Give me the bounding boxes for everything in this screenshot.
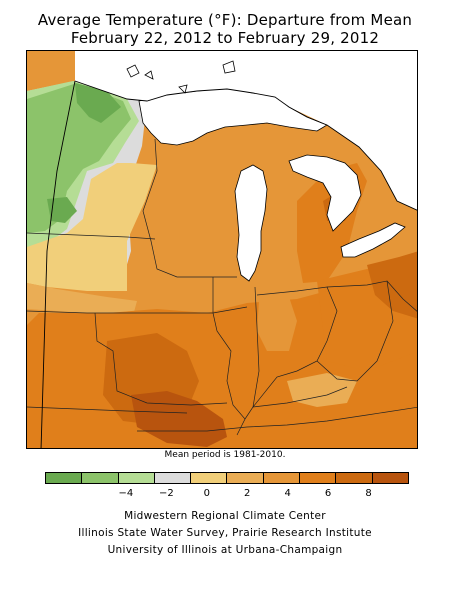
legend-tick-label: −4 bbox=[118, 488, 134, 499]
legend-swatch bbox=[300, 473, 337, 483]
zone-cool-2-northwest bbox=[27, 83, 131, 233]
credit-uiuc: University of Illinois at Urbana-Champai… bbox=[107, 544, 343, 556]
state-boundaries bbox=[27, 138, 417, 436]
map-canvas bbox=[27, 51, 417, 448]
legend-swatch bbox=[372, 473, 408, 483]
legend-tick-label: 6 bbox=[324, 488, 332, 499]
legend-swatch bbox=[263, 473, 301, 483]
legend-tick-label: 8 bbox=[365, 488, 372, 499]
zone-warm-5-ohio-east bbox=[367, 251, 417, 319]
legend-tick-labels: −4 −2 0 2 4 6 8 bbox=[45, 484, 409, 504]
map-title: Average Temperature (°F): Departure from… bbox=[37, 11, 413, 29]
legend-swatch bbox=[336, 473, 373, 483]
legend-tick-label: 2 bbox=[244, 488, 251, 499]
legend-tick-label: 4 bbox=[284, 488, 291, 499]
zone-warm-1-upper-plains bbox=[27, 163, 157, 291]
color-legend bbox=[45, 472, 409, 484]
shoreline bbox=[40, 80, 417, 448]
legend-tick-label: −2 bbox=[158, 488, 174, 499]
zone-cool-3-minnesota-west bbox=[47, 197, 77, 223]
lake-islands bbox=[126, 60, 236, 94]
legend-swatch bbox=[118, 473, 155, 483]
zone-warm-3-indiana bbox=[257, 297, 297, 351]
canada-region bbox=[75, 51, 417, 211]
lake-erie bbox=[340, 222, 406, 258]
map-date-range: February 22, 2012 to February 29, 2012 bbox=[70, 29, 380, 47]
temperature-departure-map bbox=[26, 50, 418, 449]
lake-michigan bbox=[234, 164, 268, 282]
legend-tick-label: 0 bbox=[203, 488, 210, 499]
zone-warm-2-ohio-valley bbox=[287, 373, 357, 407]
zone-cool-3-northwest bbox=[75, 83, 121, 123]
legend-swatch bbox=[154, 473, 192, 483]
credit-mrcc: Midwestern Regional Climate Center bbox=[124, 510, 326, 522]
legend-swatch bbox=[82, 473, 119, 483]
legend-swatch bbox=[227, 473, 264, 483]
lake-huron bbox=[288, 154, 362, 232]
credit-isws: Illinois State Water Survey, Prairie Res… bbox=[78, 527, 372, 539]
zone-warm-6-bootheel bbox=[131, 391, 227, 447]
legend-swatch bbox=[191, 473, 228, 483]
legend-swatch bbox=[46, 473, 83, 483]
mean-period-note: Mean period is 1981-2010. bbox=[164, 450, 286, 460]
